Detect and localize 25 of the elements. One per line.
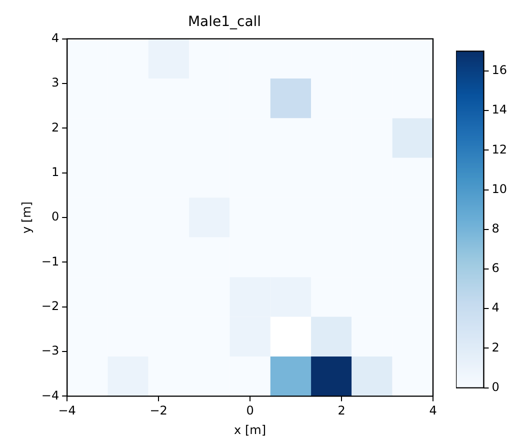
color-bar-label: 14 (492, 102, 508, 117)
chart-title: Male1_call (188, 14, 262, 30)
color-bar-label: 4 (492, 300, 500, 315)
color-bar-label: 0 (492, 380, 500, 394)
y-tick-label: 0 (51, 210, 60, 224)
color-bar-label: 2 (492, 340, 500, 354)
y-tick-label: −2 (41, 298, 60, 313)
x-axis-title: x [m] (234, 422, 266, 437)
x-tick-label: 2 (338, 404, 346, 418)
y-tick-label: −3 (41, 344, 60, 358)
y-tick-label: 2 (51, 120, 60, 134)
color-bar-label: 8 (492, 222, 500, 236)
color-bar-label: 12 (492, 142, 508, 156)
x-tick-label: 0 (246, 404, 254, 418)
x-tick-label: 4 (429, 404, 437, 418)
y-tick-label: 4 (51, 30, 60, 45)
x-tick-label: −2 (150, 404, 168, 418)
y-axis-title: y [m] (19, 202, 34, 234)
y-tick-label: −4 (41, 388, 60, 402)
color-bar-label: 10 (492, 182, 508, 196)
color-bar-label: 6 (492, 261, 500, 276)
color-bar-label: 16 (492, 63, 508, 78)
y-tick-label: 3 (51, 76, 60, 90)
y-tick-label: −1 (41, 254, 60, 268)
y-tick-label: 1 (51, 164, 60, 179)
